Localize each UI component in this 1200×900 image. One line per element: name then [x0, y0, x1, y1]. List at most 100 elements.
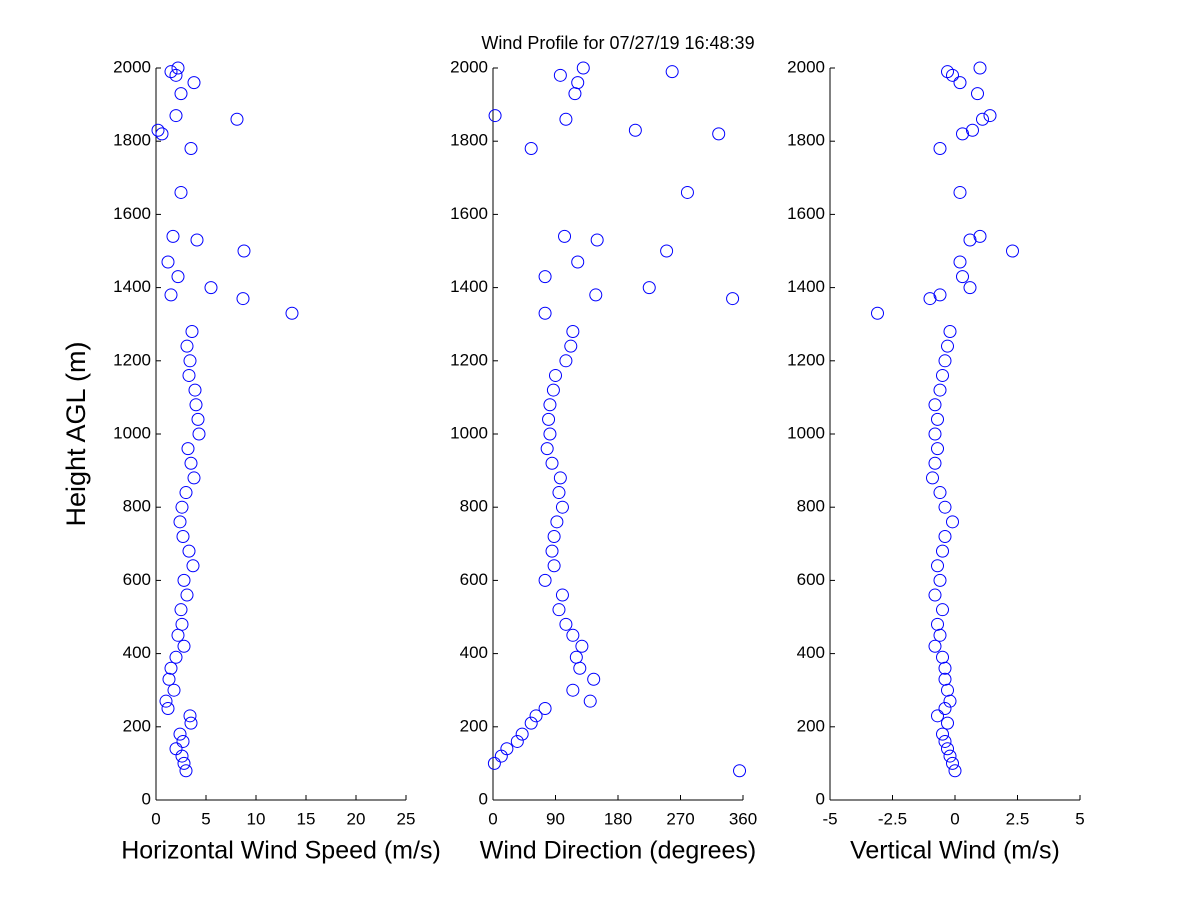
data-point: [559, 112, 573, 126]
data-point: [938, 529, 952, 543]
data-point: [177, 573, 191, 587]
data-point: [933, 383, 947, 397]
data-point: [946, 756, 959, 770]
data-point: [559, 617, 573, 631]
data-point: [936, 544, 949, 558]
data-point: [933, 142, 947, 156]
data-point: [540, 442, 554, 456]
data-point: [583, 694, 597, 708]
data-point: [182, 544, 196, 558]
data-point: [189, 398, 203, 412]
data-point: [941, 716, 954, 730]
data-point: [938, 500, 952, 514]
data-point: [167, 683, 181, 697]
data-point: [524, 142, 538, 156]
data-point: [928, 456, 942, 470]
x-axis-label: Vertical Wind (m/s): [850, 837, 1060, 865]
data-point: [926, 471, 939, 485]
data-point: [187, 76, 201, 90]
data-point: [555, 588, 569, 602]
data-point: [963, 233, 977, 247]
data-point: [928, 639, 942, 653]
x-tick-label: 5: [1075, 809, 1084, 828]
data-point: [943, 325, 957, 339]
data-point: [169, 650, 183, 664]
y-tick-label: 1200: [787, 350, 825, 369]
data-point: [943, 749, 957, 763]
data-point: [192, 427, 206, 441]
y-tick-label: 0: [479, 789, 488, 808]
data-point: [180, 588, 194, 602]
data-point: [587, 672, 601, 686]
data-point: [963, 281, 977, 295]
y-tick-label: 2000: [787, 57, 825, 76]
y-tick-label: 1200: [450, 350, 488, 369]
data-point: [948, 764, 962, 778]
x-tick-label: 90: [546, 809, 565, 828]
x-axis-label: Wind Direction (degrees): [480, 837, 757, 865]
data-point: [162, 672, 176, 686]
data-point: [931, 709, 944, 723]
y-tick-label: 600: [797, 570, 825, 589]
data-point: [936, 727, 949, 741]
data-point: [171, 61, 185, 75]
y-tick-label: 1800: [113, 131, 151, 150]
y-tick-label: 600: [123, 570, 151, 589]
data-point: [176, 529, 190, 543]
data-point: [576, 61, 590, 75]
data-point: [733, 764, 747, 778]
x-tick-label: 360: [729, 809, 757, 828]
data-point: [941, 65, 954, 79]
y-axis-label: Height AGL (m): [61, 341, 91, 526]
data-point: [553, 68, 567, 82]
data-point: [938, 702, 952, 715]
data-point: [159, 694, 173, 708]
data-point: [936, 650, 949, 664]
data-point: [941, 742, 954, 756]
data-point: [971, 87, 984, 101]
data-point: [174, 185, 188, 199]
data-point: [500, 742, 514, 756]
x-tick-label: 0: [151, 809, 160, 828]
y-tick-label: 1800: [787, 131, 825, 150]
data-point: [552, 603, 566, 617]
data-point: [953, 185, 967, 199]
y-tick-label: 1000: [450, 423, 488, 442]
y-tick-label: 400: [797, 643, 825, 662]
data-point: [938, 734, 952, 748]
data-point: [186, 559, 200, 573]
data-point: [230, 112, 244, 126]
data-point: [931, 617, 944, 631]
data-point: [575, 639, 589, 653]
data-point: [933, 486, 947, 500]
y-tick-label: 200: [123, 716, 151, 735]
data-point: [953, 255, 967, 269]
data-point: [545, 456, 559, 470]
data-point: [928, 588, 942, 602]
data-point: [184, 456, 198, 470]
y-tick-label: 1400: [787, 277, 825, 296]
data-point: [545, 544, 559, 558]
data-point: [184, 716, 198, 730]
data-point: [1006, 244, 1019, 258]
data-point: [164, 661, 178, 675]
data-point: [177, 639, 191, 653]
data-point: [175, 617, 189, 631]
data-point: [538, 270, 552, 284]
data-point: [185, 325, 199, 339]
data-point: [931, 412, 944, 426]
data-point: [956, 270, 969, 284]
chart-title: Wind Profile for 07/27/19 16:48:39: [481, 33, 754, 53]
data-point: [547, 529, 561, 543]
data-point: [553, 471, 567, 485]
data-point: [173, 727, 187, 741]
x-tick-label: 10: [247, 809, 266, 828]
data-point: [174, 87, 188, 101]
y-tick-label: 2000: [450, 57, 488, 76]
y-tick-label: 800: [797, 497, 825, 516]
y-tick-label: 1800: [450, 131, 488, 150]
data-point: [538, 306, 552, 320]
y-tick-label: 400: [123, 643, 151, 662]
